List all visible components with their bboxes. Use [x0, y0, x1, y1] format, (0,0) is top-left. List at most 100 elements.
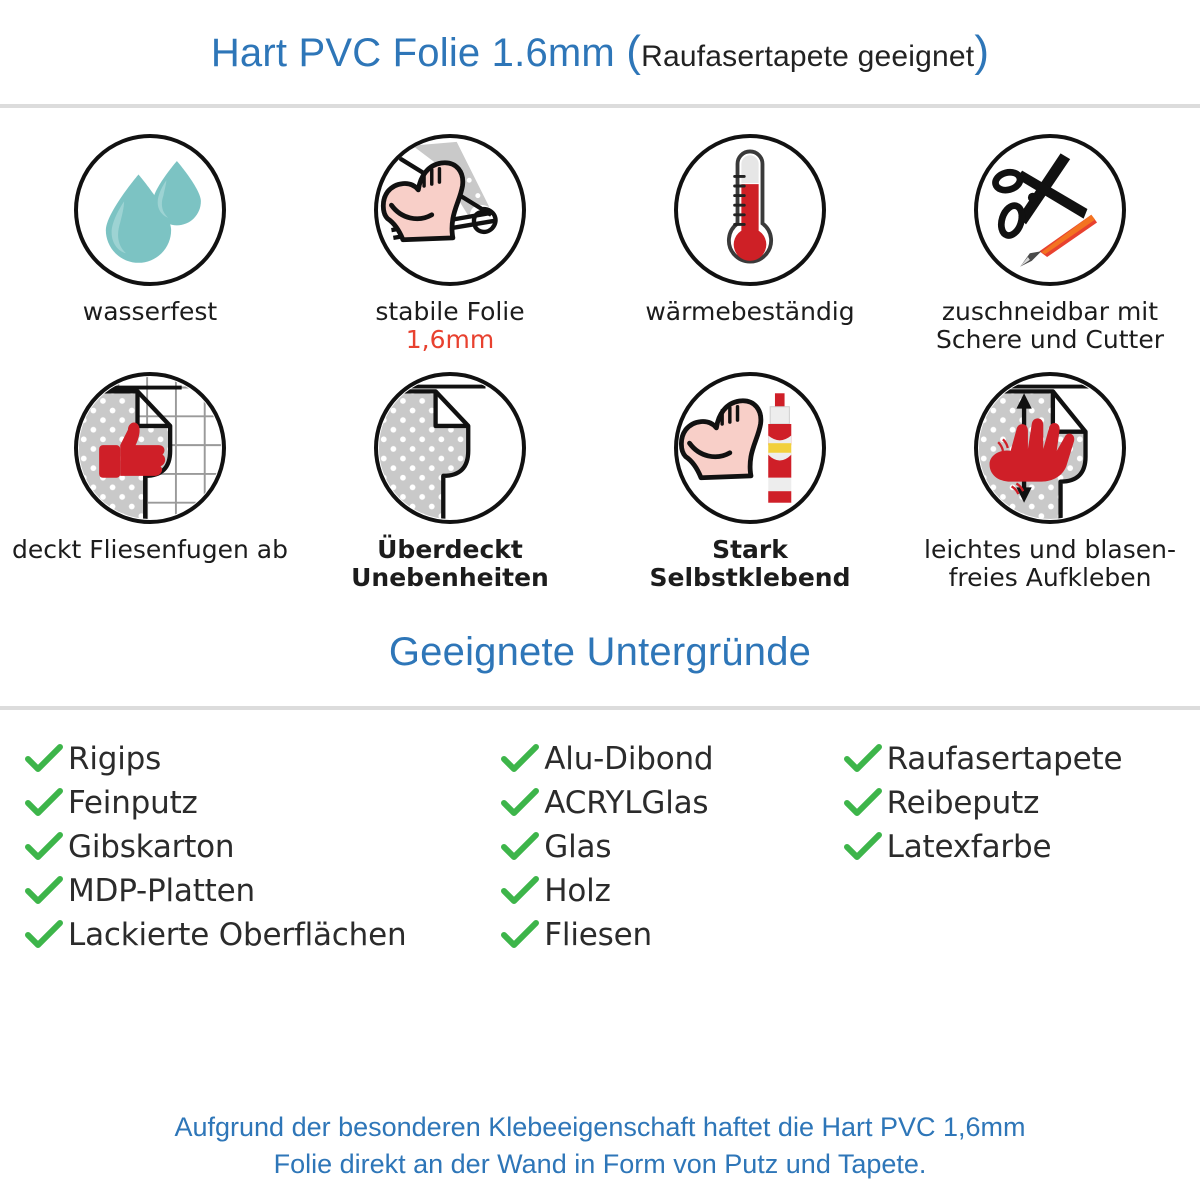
check-icon — [24, 876, 68, 906]
strong-arm-foil-icon — [380, 141, 498, 243]
footer-note: Aufgrund der besonderen Klebeeigenschaft… — [0, 1109, 1200, 1182]
feature-label-line1: wasserfest — [82, 297, 218, 326]
feature-icon-circle — [974, 372, 1126, 524]
list-item: Reibeputz — [843, 782, 1180, 824]
check-icon — [500, 876, 544, 906]
feature-caption: wärmebeständig — [645, 298, 854, 326]
scissors-cutter-icon — [992, 153, 1098, 267]
page-title-main: Hart PVC Folie 1.6mm — [210, 31, 615, 75]
feature-caption: zuschneidbar mit Schere und Cutter — [936, 298, 1164, 354]
list-item-label: Raufasertapete — [886, 741, 1123, 777]
feature-row-2: deckt Fliesenfugen ab — [0, 354, 1200, 592]
list-item-label: Holz — [544, 873, 611, 909]
list-item-label: Latexfarbe — [886, 829, 1052, 865]
feature-label-line2: Unebenheiten — [351, 563, 549, 592]
feature-deckt-fliesenfugen: deckt Fliesenfugen ab — [0, 372, 300, 592]
list-item: Rigips — [24, 738, 500, 780]
feature-icon-circle — [374, 134, 526, 286]
check-icon — [500, 788, 544, 818]
list-item-label: Glas — [544, 829, 612, 865]
hand-smoothing-icon — [978, 384, 1096, 520]
feature-caption: stabile Folie 1,6mm — [375, 298, 524, 354]
list-item-label: Feinputz — [68, 785, 198, 821]
list-item-label: Reibeputz — [886, 785, 1040, 821]
thermometer-icon — [726, 149, 774, 264]
list-item-label: MDP-Platten — [68, 873, 255, 909]
list-item: Fliesen — [500, 914, 842, 956]
subheading-section: Geeignete Untergründe — [0, 598, 1200, 706]
feature-label-line1: deckt Fliesenfugen ab — [11, 535, 288, 564]
checklist-column-1: Rigips Feinputz Gibskarton MDP-Platten L… — [24, 738, 500, 958]
divider-top — [0, 104, 1200, 108]
feature-icon-circle — [674, 134, 826, 286]
thumbs-up-tiles-icon — [78, 376, 222, 520]
check-icon — [24, 788, 68, 818]
list-item: Gibskarton — [24, 826, 500, 868]
feature-row-1: wasserfest — [0, 134, 1200, 354]
feature-blasenfreies-aufkleben: leichtes und blasen- freies Aufkleben — [900, 372, 1200, 592]
subheading-title: Geeignete Untergründe — [388, 629, 812, 674]
list-item-label: Rigips — [68, 741, 162, 777]
feature-label-line1: Überdeckt — [377, 535, 523, 564]
feature-waermebestaendig: wärmebeständig — [600, 134, 900, 354]
list-item: ACRYLGlas — [500, 782, 842, 824]
water-drops-icon — [105, 161, 201, 263]
feature-wasserfest: wasserfest — [0, 134, 300, 354]
footer-line-2: Folie direkt an der Wand in Form von Put… — [273, 1148, 927, 1179]
page-title: Hart PVC Folie 1.6mm (Raufasertapete gee… — [211, 27, 989, 77]
check-icon — [24, 832, 68, 862]
feature-caption: wasserfest — [83, 298, 218, 326]
feature-caption: Stark Selbstklebend — [650, 536, 851, 592]
feature-icon-circle — [974, 134, 1126, 286]
check-icon — [500, 832, 544, 862]
feature-label-line2: freies Aufkleben — [948, 563, 1152, 592]
feature-stabile-folie: stabile Folie 1,6mm — [300, 134, 600, 354]
feature-icon-circle — [374, 372, 526, 524]
divider-mid — [0, 706, 1200, 710]
check-icon — [24, 920, 68, 950]
feature-caption: Überdeckt Unebenheiten — [351, 536, 549, 592]
feature-label-line1: wärmebeständig — [645, 297, 855, 326]
list-item: Feinputz — [24, 782, 500, 824]
list-item-label: ACRYLGlas — [544, 785, 709, 821]
list-item: Lackierte Oberflächen — [24, 914, 500, 956]
list-item: Holz — [500, 870, 842, 912]
feature-icon-circle — [74, 372, 226, 524]
checklist-column-3: Raufasertapete Reibeputz Latexfarbe — [843, 738, 1180, 958]
paren-close: ) — [974, 27, 990, 76]
feature-label-line2: Schere und Cutter — [936, 325, 1164, 354]
header: Hart PVC Folie 1.6mm (Raufasertapete gee… — [0, 0, 1200, 104]
feature-label-thickness: 1,6mm — [405, 325, 495, 354]
feature-caption: leichtes und blasen- freies Aufkleben — [924, 536, 1176, 592]
check-icon — [24, 744, 68, 774]
feature-zuschneidbar: zuschneidbar mit Schere und Cutter — [900, 134, 1200, 354]
list-item-label: Fliesen — [544, 917, 652, 953]
list-item: Latexfarbe — [843, 826, 1180, 868]
feature-icon-circle — [74, 134, 226, 286]
list-item-label: Lackierte Oberflächen — [68, 917, 407, 953]
list-item: MDP-Platten — [24, 870, 500, 912]
feature-label-line1: zuschneidbar mit — [941, 297, 1159, 326]
feature-ueberdeckt-unebenheiten: Überdeckt Unebenheiten — [300, 372, 600, 592]
feature-label-line1: stabile Folie — [375, 297, 525, 326]
check-icon — [843, 788, 887, 818]
feature-caption: deckt Fliesenfugen ab — [12, 536, 288, 564]
check-icon — [500, 744, 544, 774]
check-icon — [843, 744, 887, 774]
list-item-label: Gibskarton — [68, 829, 235, 865]
feature-label-line1: Stark — [712, 535, 788, 564]
list-item: Raufasertapete — [843, 738, 1180, 780]
list-item-label: Alu-Dibond — [544, 741, 714, 777]
list-item: Alu-Dibond — [500, 738, 842, 780]
list-item: Glas — [500, 826, 842, 868]
checklist-column-2: Alu-Dibond ACRYLGlas Glas Holz Fliesen — [500, 738, 842, 958]
check-icon — [843, 832, 887, 862]
feature-icon-circle — [674, 372, 826, 524]
footer-line-1: Aufgrund der besonderen Klebeeigenschaft… — [174, 1112, 1026, 1143]
paren-open: ( — [626, 27, 642, 76]
page-title-sub: Raufasertapete geeignet — [641, 40, 975, 73]
check-icon — [500, 920, 544, 950]
feature-stark-selbstklebend: Stark Selbstklebend — [600, 372, 900, 592]
feature-grid: wasserfest — [0, 108, 1200, 598]
